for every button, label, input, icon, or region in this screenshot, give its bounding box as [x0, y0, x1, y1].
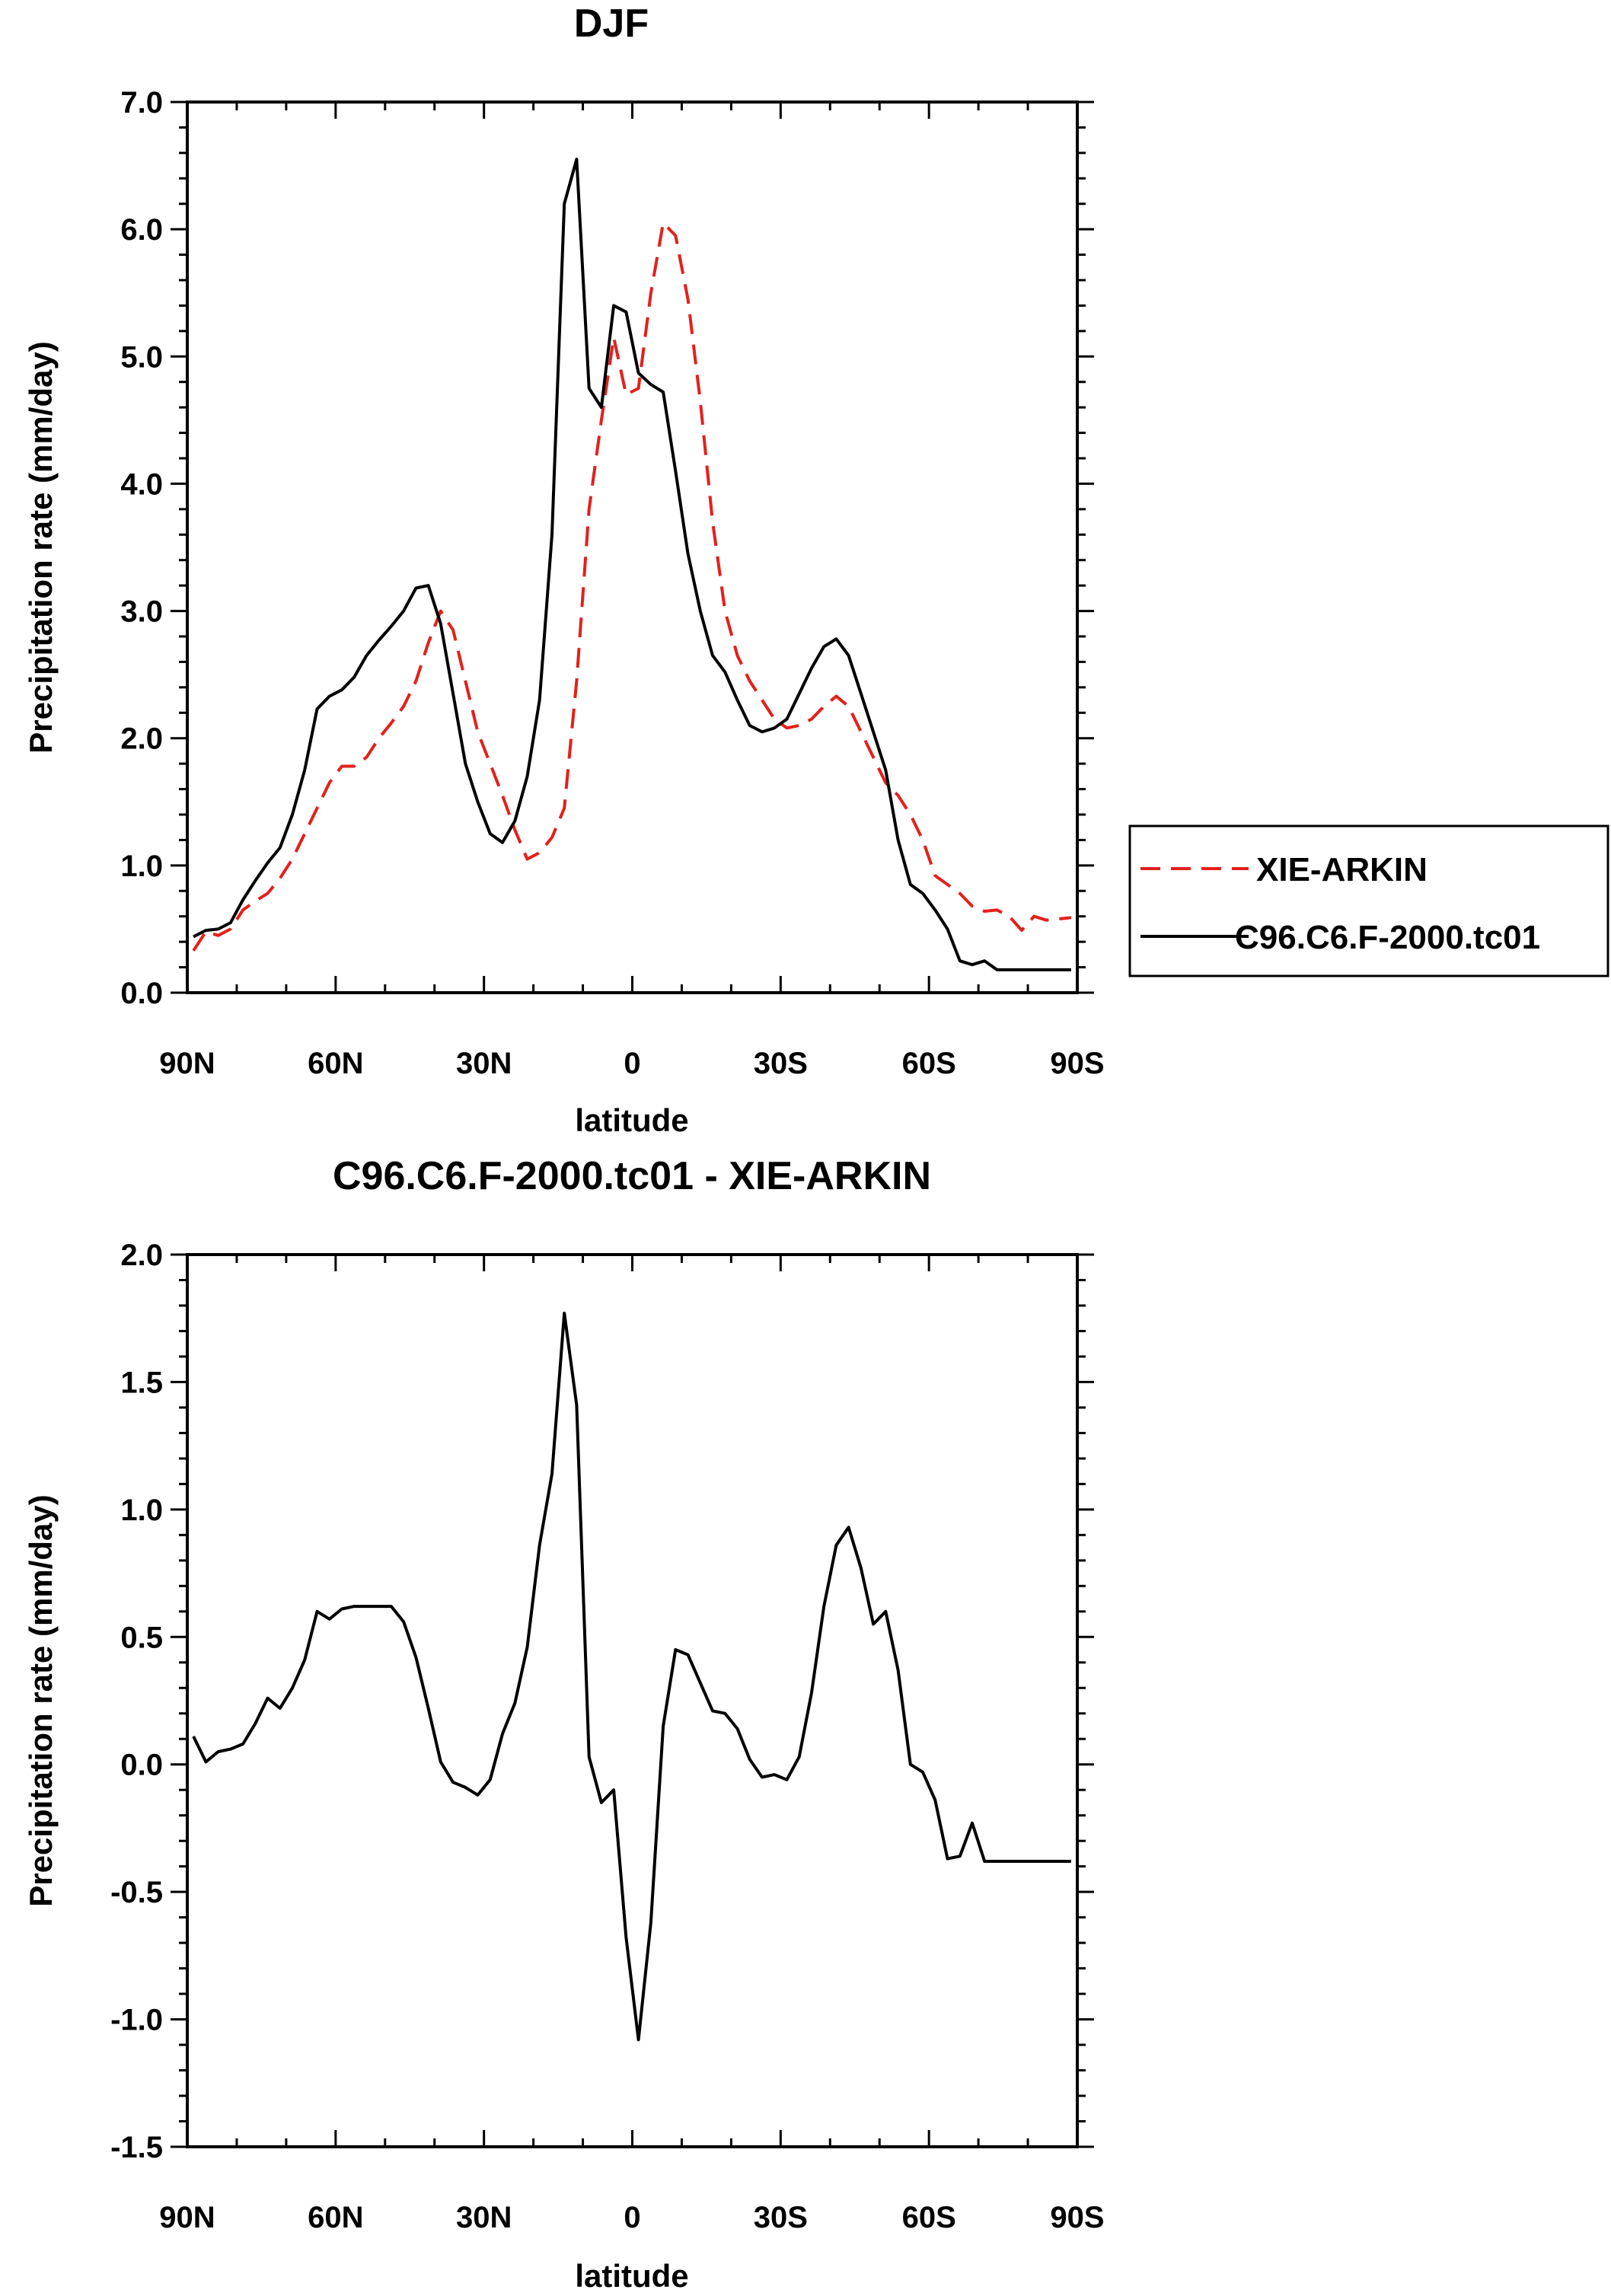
x-axis-title: latitude: [575, 2258, 688, 2292]
panel-climatology: DJF 90N 60N 30N 0 30S 60S 90S 0.0 1.0 2.0 3.0 4.0 5…: [23, 2, 1609, 1138]
y-tick-label: 0.0: [120, 977, 163, 1010]
x-tick-label: 90S: [1050, 2201, 1104, 2234]
y-tick-label: 2.0: [120, 722, 163, 756]
series-line-xie-arkin: [192, 221, 1072, 952]
panel-difference: C96.C6.F-2000.tc01 - XIE-ARKIN 90N 60N 30N…: [23, 1154, 1105, 2294]
x-tick-label: 90N: [159, 2201, 215, 2234]
y-tick-label: 2.0: [120, 1239, 163, 1272]
y-tick-label: 0.5: [120, 1621, 163, 1654]
x-tick-label: 30S: [754, 2201, 808, 2234]
x-tick-label: 0: [624, 2201, 640, 2234]
panel-title: C96.C6.F-2000.tc01 - XIE-ARKIN: [333, 1154, 931, 1198]
legend-box: [1128, 824, 1609, 977]
x-tick-label: 60S: [902, 2201, 956, 2234]
legend: XIE-ARKIN C96.C6.F-2000.tc01: [1128, 824, 1609, 977]
x-tick-labels: 90N 60N 30N 0 30S 60S 90S: [159, 2201, 1104, 2234]
y-tick-labels: 0.0 1.0 2.0 3.0 4.0 5.0 6.0 7.0: [120, 86, 163, 1010]
y-tick-label: -1.0: [110, 2004, 163, 2037]
x-tick-label: 30S: [754, 1047, 808, 1080]
x-tick-label: 90S: [1050, 1047, 1104, 1080]
plot-frame: [186, 1253, 1079, 2148]
x-tick-label: 30N: [456, 1047, 512, 1080]
series-line-c96-c6-f-2000-tc01: [193, 158, 1071, 971]
y-tick-labels: -1.5 -1.0 -0.5 0.0 0.5 1.0 1.5 2.0: [110, 1239, 163, 2164]
tick-layer: [171, 100, 1094, 994]
y-tick-label: 5.0: [120, 340, 163, 374]
y-tick-label: 7.0: [120, 86, 163, 120]
x-tick-label: 60N: [308, 1047, 363, 1080]
x-tick-label: 30N: [456, 2201, 512, 2234]
y-tick-label: 1.0: [120, 1494, 163, 1527]
plot-frame: [186, 100, 1079, 994]
x-tick-label: 90N: [159, 1047, 215, 1080]
y-tick-label: -1.5: [110, 2131, 163, 2164]
y-tick-label: 3.0: [120, 595, 163, 629]
y-tick-label: 6.0: [120, 213, 163, 247]
legend-label-model: C96.C6.F-2000.tc01: [1235, 919, 1540, 956]
panel-title: DJF: [574, 2, 649, 46]
y-tick-label: 0.0: [120, 1749, 163, 1782]
y-tick-label: -0.5: [110, 1876, 163, 1909]
series-layer: [192, 1312, 1071, 2042]
x-tick-label: 60S: [902, 1047, 956, 1080]
y-axis-title: Precipitation rate (mm/day): [23, 1494, 59, 1906]
series-line-c96-c6-f-2000-tc01-xie-arkin: [192, 1312, 1071, 2042]
legend-label-xie-arkin: XIE-ARKIN: [1256, 851, 1428, 888]
y-tick-label: 1.5: [120, 1366, 163, 1399]
x-tick-labels: 90N 60N 30N 0 30S 60S 90S: [159, 1047, 1104, 1080]
tick-layer: [171, 1253, 1094, 2148]
y-axis-title: Precipitation rate (mm/day): [23, 341, 59, 753]
y-tick-label: 4.0: [120, 467, 163, 501]
x-tick-label: 60N: [308, 2201, 363, 2234]
x-axis-title: latitude: [575, 1102, 688, 1138]
y-tick-label: 1.0: [120, 850, 163, 883]
x-tick-label: 0: [624, 1047, 640, 1080]
series-layer: [192, 158, 1072, 971]
